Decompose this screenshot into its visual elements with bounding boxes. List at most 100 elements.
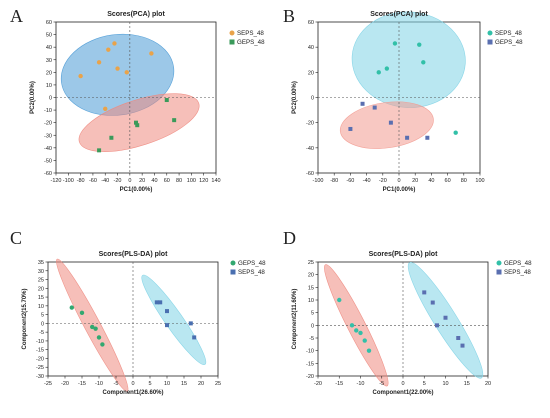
confidence-ellipse-2 <box>339 101 434 149</box>
data-point-series-1 <box>78 73 83 79</box>
legend-marker-2 <box>230 269 236 275</box>
x-tick-label: -20 <box>314 381 322 387</box>
y-tick-label: 20 <box>308 273 314 279</box>
y-tick-label: -10 <box>44 108 52 114</box>
data-point-series-1 <box>93 326 98 331</box>
y-tick-label: 0 <box>311 96 314 102</box>
confidence-ellipse-2 <box>407 261 484 379</box>
y-tick-label: 15 <box>308 285 314 291</box>
y-tick-label: 0 <box>311 323 314 329</box>
y-tick-label: -20 <box>306 374 314 380</box>
y-tick-label: -20 <box>306 121 314 127</box>
data-point-series-1 <box>90 324 95 330</box>
y-tick-label: 60 <box>308 20 314 26</box>
chart-title: Scores(PLS-DA) plot <box>99 251 169 258</box>
x-tick-label: -20 <box>61 381 69 387</box>
legend-label-2: GEPS_48 <box>237 39 265 46</box>
x-tick-label: 40 <box>151 178 157 184</box>
data-point-series-1 <box>149 51 154 56</box>
data-point-series-1 <box>337 297 342 303</box>
data-point-series-2 <box>165 323 169 328</box>
y-tick-label: 20 <box>38 286 44 292</box>
x-tick-label: -10 <box>357 381 365 387</box>
x-tick-label: -25 <box>44 381 52 387</box>
panel-label-b: B <box>283 6 296 26</box>
legend-label-1: GEPS_48 <box>504 260 532 267</box>
data-point-series-2 <box>456 336 461 340</box>
x-tick-label: -60 <box>346 178 354 184</box>
x-tick-label: 20 <box>485 381 491 387</box>
y-axis-label: Component2(11.60%) <box>292 289 298 350</box>
data-point-series-1 <box>96 335 102 340</box>
y-tick-label: -30 <box>36 374 44 380</box>
x-tick-label: 20 <box>412 178 418 184</box>
panel-label-d: D <box>283 228 296 248</box>
x-tick-label: 15 <box>181 381 187 387</box>
x-axis-label: Component1(26.60%) <box>102 390 163 396</box>
data-point-series-1 <box>358 330 363 336</box>
x-tick-label: -100 <box>312 178 323 184</box>
x-tick-label: 10 <box>442 381 448 387</box>
confidence-ellipse-1 <box>324 264 389 387</box>
x-axis-label: PC1(0.00%) <box>120 187 153 193</box>
chart-title: Scores(PCA) plot <box>107 11 165 18</box>
y-tick-label: -40 <box>306 146 314 152</box>
y-tick-label: 5 <box>311 311 314 317</box>
y-tick-label: 35 <box>38 260 44 266</box>
x-tick-label: 15 <box>464 381 470 387</box>
data-point-series-2 <box>430 300 435 305</box>
y-tick-label: 15 <box>38 295 44 301</box>
x-tick-label: 0 <box>128 178 131 184</box>
data-point-series-2 <box>422 290 427 295</box>
data-point-series-2 <box>158 300 163 305</box>
x-tick-label: 60 <box>164 178 170 184</box>
chart-title: Scores(PCA) plot <box>370 11 428 18</box>
y-axis-label: PC2(0.00%) <box>292 81 298 114</box>
legend-label-1: SEPS_48 <box>495 30 522 37</box>
y-axis-label: Component2(15.70%) <box>22 288 28 349</box>
x-tick-label: -5 <box>379 381 384 387</box>
legend-marker-2 <box>487 39 493 45</box>
data-point-series-1 <box>417 42 422 47</box>
x-tick-label: -60 <box>89 178 97 184</box>
data-point-series-2 <box>188 321 193 326</box>
y-tick-label: 50 <box>46 33 52 39</box>
data-point-series-2 <box>443 315 448 320</box>
data-point-series-2 <box>165 309 169 314</box>
data-point-series-2 <box>388 120 393 125</box>
y-tick-label: 10 <box>38 304 44 310</box>
x-axis-label: Component1(22.00%) <box>372 390 433 396</box>
x-tick-label: 60 <box>445 178 451 184</box>
y-tick-label: -15 <box>36 348 44 354</box>
data-point-series-2 <box>154 300 159 305</box>
data-point-series-2 <box>425 135 430 140</box>
x-tick-label: -120 <box>50 178 61 184</box>
y-tick-label: 40 <box>308 45 314 51</box>
data-point-series-2 <box>460 343 465 348</box>
data-point-series-1 <box>79 310 85 316</box>
data-point-series-2 <box>109 135 114 140</box>
legend-label-1: GEPS_48 <box>238 260 266 267</box>
x-tick-label: -15 <box>78 381 86 387</box>
y-tick-label: 40 <box>46 45 52 51</box>
data-point-series-2 <box>192 335 197 340</box>
x-tick-label: 20 <box>198 381 204 387</box>
legend-marker-2 <box>229 39 235 45</box>
y-tick-label: -25 <box>36 365 44 371</box>
y-tick-label: -30 <box>44 133 52 139</box>
x-axis-label: PC1(0.00%) <box>383 187 416 193</box>
data-point-series-2 <box>372 105 377 110</box>
x-tick-label: -5 <box>114 381 119 387</box>
data-point-series-1 <box>453 130 458 135</box>
y-tick-label: -5 <box>39 330 44 336</box>
x-tick-label: -80 <box>330 178 338 184</box>
x-tick-label: 100 <box>187 178 196 184</box>
legend-marker-1 <box>230 260 236 266</box>
data-point-series-1 <box>69 305 75 310</box>
y-tick-label: 30 <box>38 269 44 275</box>
y-tick-label: 30 <box>46 58 52 64</box>
y-tick-label: -10 <box>36 339 44 345</box>
